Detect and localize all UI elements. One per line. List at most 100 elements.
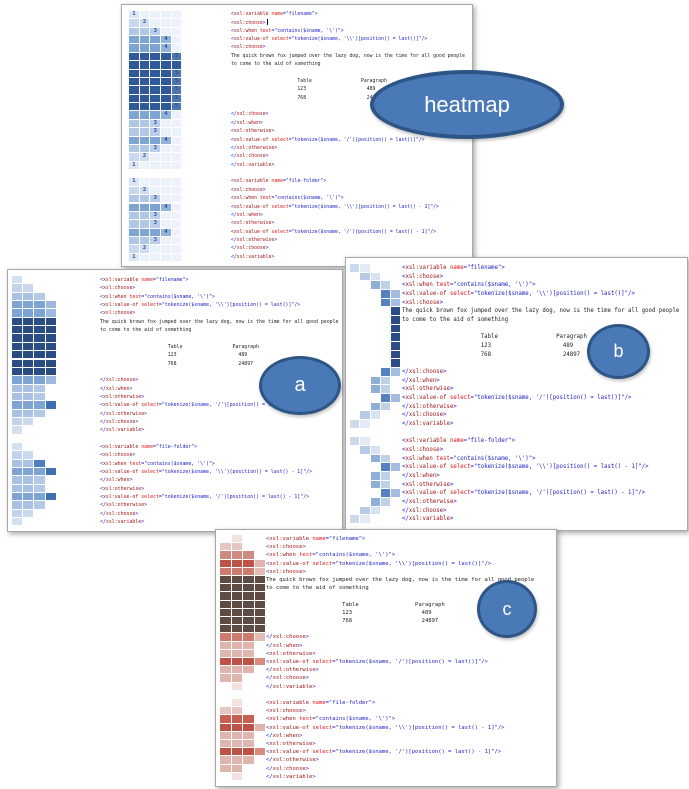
heatmap-cell (231, 592, 242, 600)
heatmap-cell (171, 27, 182, 36)
code-line: </xsl:choose> (231, 154, 269, 160)
heatmap-cell (45, 309, 56, 317)
heatmap-cell (23, 392, 34, 401)
heatmap-cell (220, 748, 231, 756)
heatmap-cell (380, 376, 391, 385)
heatmap-cell (23, 451, 34, 459)
heatmap-cell (370, 480, 380, 489)
heatmap-cell (171, 253, 182, 262)
heatmap-cell (139, 211, 150, 220)
heatmap-cell (171, 245, 182, 253)
heatmap-cell (12, 301, 23, 309)
heatmap-cell (45, 342, 56, 351)
heatmap-cell (243, 740, 254, 748)
heatmap-cell (243, 723, 254, 731)
heatmap-cell: 2 (139, 153, 150, 161)
heatmap-cell (34, 392, 45, 401)
heatmap-cell (129, 203, 139, 211)
heatmap-cell (231, 543, 242, 551)
heatmap-cell (45, 326, 56, 334)
heatmap-cell (139, 195, 150, 203)
heatmap-cell (161, 186, 171, 195)
heatmap-cell (243, 756, 254, 764)
code-line: Table Paragraph (402, 334, 587, 341)
heatmap-cell (139, 220, 150, 228)
heatmap-cell: 1 (129, 253, 139, 262)
heatmap-cell (150, 19, 161, 27)
heatmap-cell: 5 (171, 69, 182, 77)
code-line: <xsl:choose> (100, 452, 136, 459)
heatmap-cell: 4 (161, 44, 171, 52)
heatmap-cell: 5 (171, 52, 182, 61)
heatmap-cell (23, 326, 34, 334)
heatmap-cell (150, 36, 161, 44)
heatmap-cell (220, 617, 231, 625)
heatmap-cell (231, 535, 242, 543)
code-line: <xsl:otherwise> (266, 650, 316, 657)
heatmap-cell (139, 203, 150, 211)
code-line: </xsl:otherwise> (100, 410, 148, 417)
code-area: <xsl:variable name="filename"> <xsl:choos… (346, 258, 687, 530)
heatmap-cell (171, 228, 182, 236)
code-line: </xsl:variable> (231, 162, 275, 168)
heatmap-cell (220, 723, 231, 731)
heatmap-cell (220, 543, 231, 551)
code-line: <xsl:value-of select="tokenize($sname, '… (100, 302, 301, 309)
code-line: </xsl:choose> (100, 377, 139, 384)
heatmap-cell (150, 69, 161, 77)
heatmap-cell (380, 385, 391, 394)
heatmap-cell (12, 334, 23, 342)
heatmap-cell (12, 484, 23, 493)
heatmap-cell (220, 608, 231, 616)
heatmap-cell (171, 203, 182, 211)
heatmap-cell (254, 748, 265, 756)
heatmap-cell (231, 551, 242, 559)
heatmap-cell (231, 756, 242, 764)
heatmap-cell (139, 94, 150, 103)
heatmap-cell (171, 111, 182, 119)
heatmap-cell (380, 394, 391, 402)
heatmap-cell (391, 368, 401, 376)
heatmap-cell (243, 715, 254, 723)
heatmap-cell (220, 649, 231, 657)
code-line: 123 489 (231, 87, 376, 93)
heatmap-cell (220, 633, 231, 641)
heatmap-cell (139, 103, 150, 111)
heatmap-cell (243, 600, 254, 608)
heatmap-cell (231, 748, 242, 756)
heatmap-cell (161, 77, 171, 86)
heatmap-cell (254, 576, 265, 584)
code-line: <xsl:variable name="filename"> (231, 12, 318, 17)
heatmap-cell (231, 772, 242, 780)
heatmap-cell (12, 392, 23, 401)
heatmap-cell (12, 468, 23, 476)
heatmap-cell (243, 567, 254, 575)
code-line: <xsl:value-of select="tokenize($sname, '… (266, 659, 488, 665)
code-line: <xsl:otherwise> (266, 741, 316, 747)
heatmap-cell (360, 411, 370, 420)
heatmap-cell (23, 309, 34, 317)
heatmap-cell (34, 342, 45, 351)
heatmap-cell (129, 36, 139, 44)
heatmap-cell (171, 19, 182, 27)
code-line: <xsl:when test="contains($sname, '\')"> (100, 460, 215, 467)
code-line: </xsl:choose> (231, 246, 269, 252)
heatmap-cell (12, 501, 23, 509)
code-line: 123 489 (402, 343, 574, 350)
heatmap-cell (139, 52, 150, 61)
heatmap-cell (34, 359, 45, 367)
heatmap-cell (139, 128, 150, 136)
code-line: <xsl:variable name="filename"> (402, 265, 505, 271)
code-line: <xsl:otherwise> (231, 221, 275, 227)
heatmap-cell (34, 476, 45, 484)
heatmap-cell (45, 376, 56, 384)
heatmap-cell (12, 409, 23, 417)
heatmap-cell (23, 476, 34, 484)
heatmap-cell (139, 27, 150, 36)
heatmap-cell (161, 211, 171, 220)
code-line: <xsl:value-of select="tokenize($sname, '… (402, 464, 649, 471)
heatmap-cell (129, 86, 139, 94)
heatmap-cell (45, 351, 56, 359)
